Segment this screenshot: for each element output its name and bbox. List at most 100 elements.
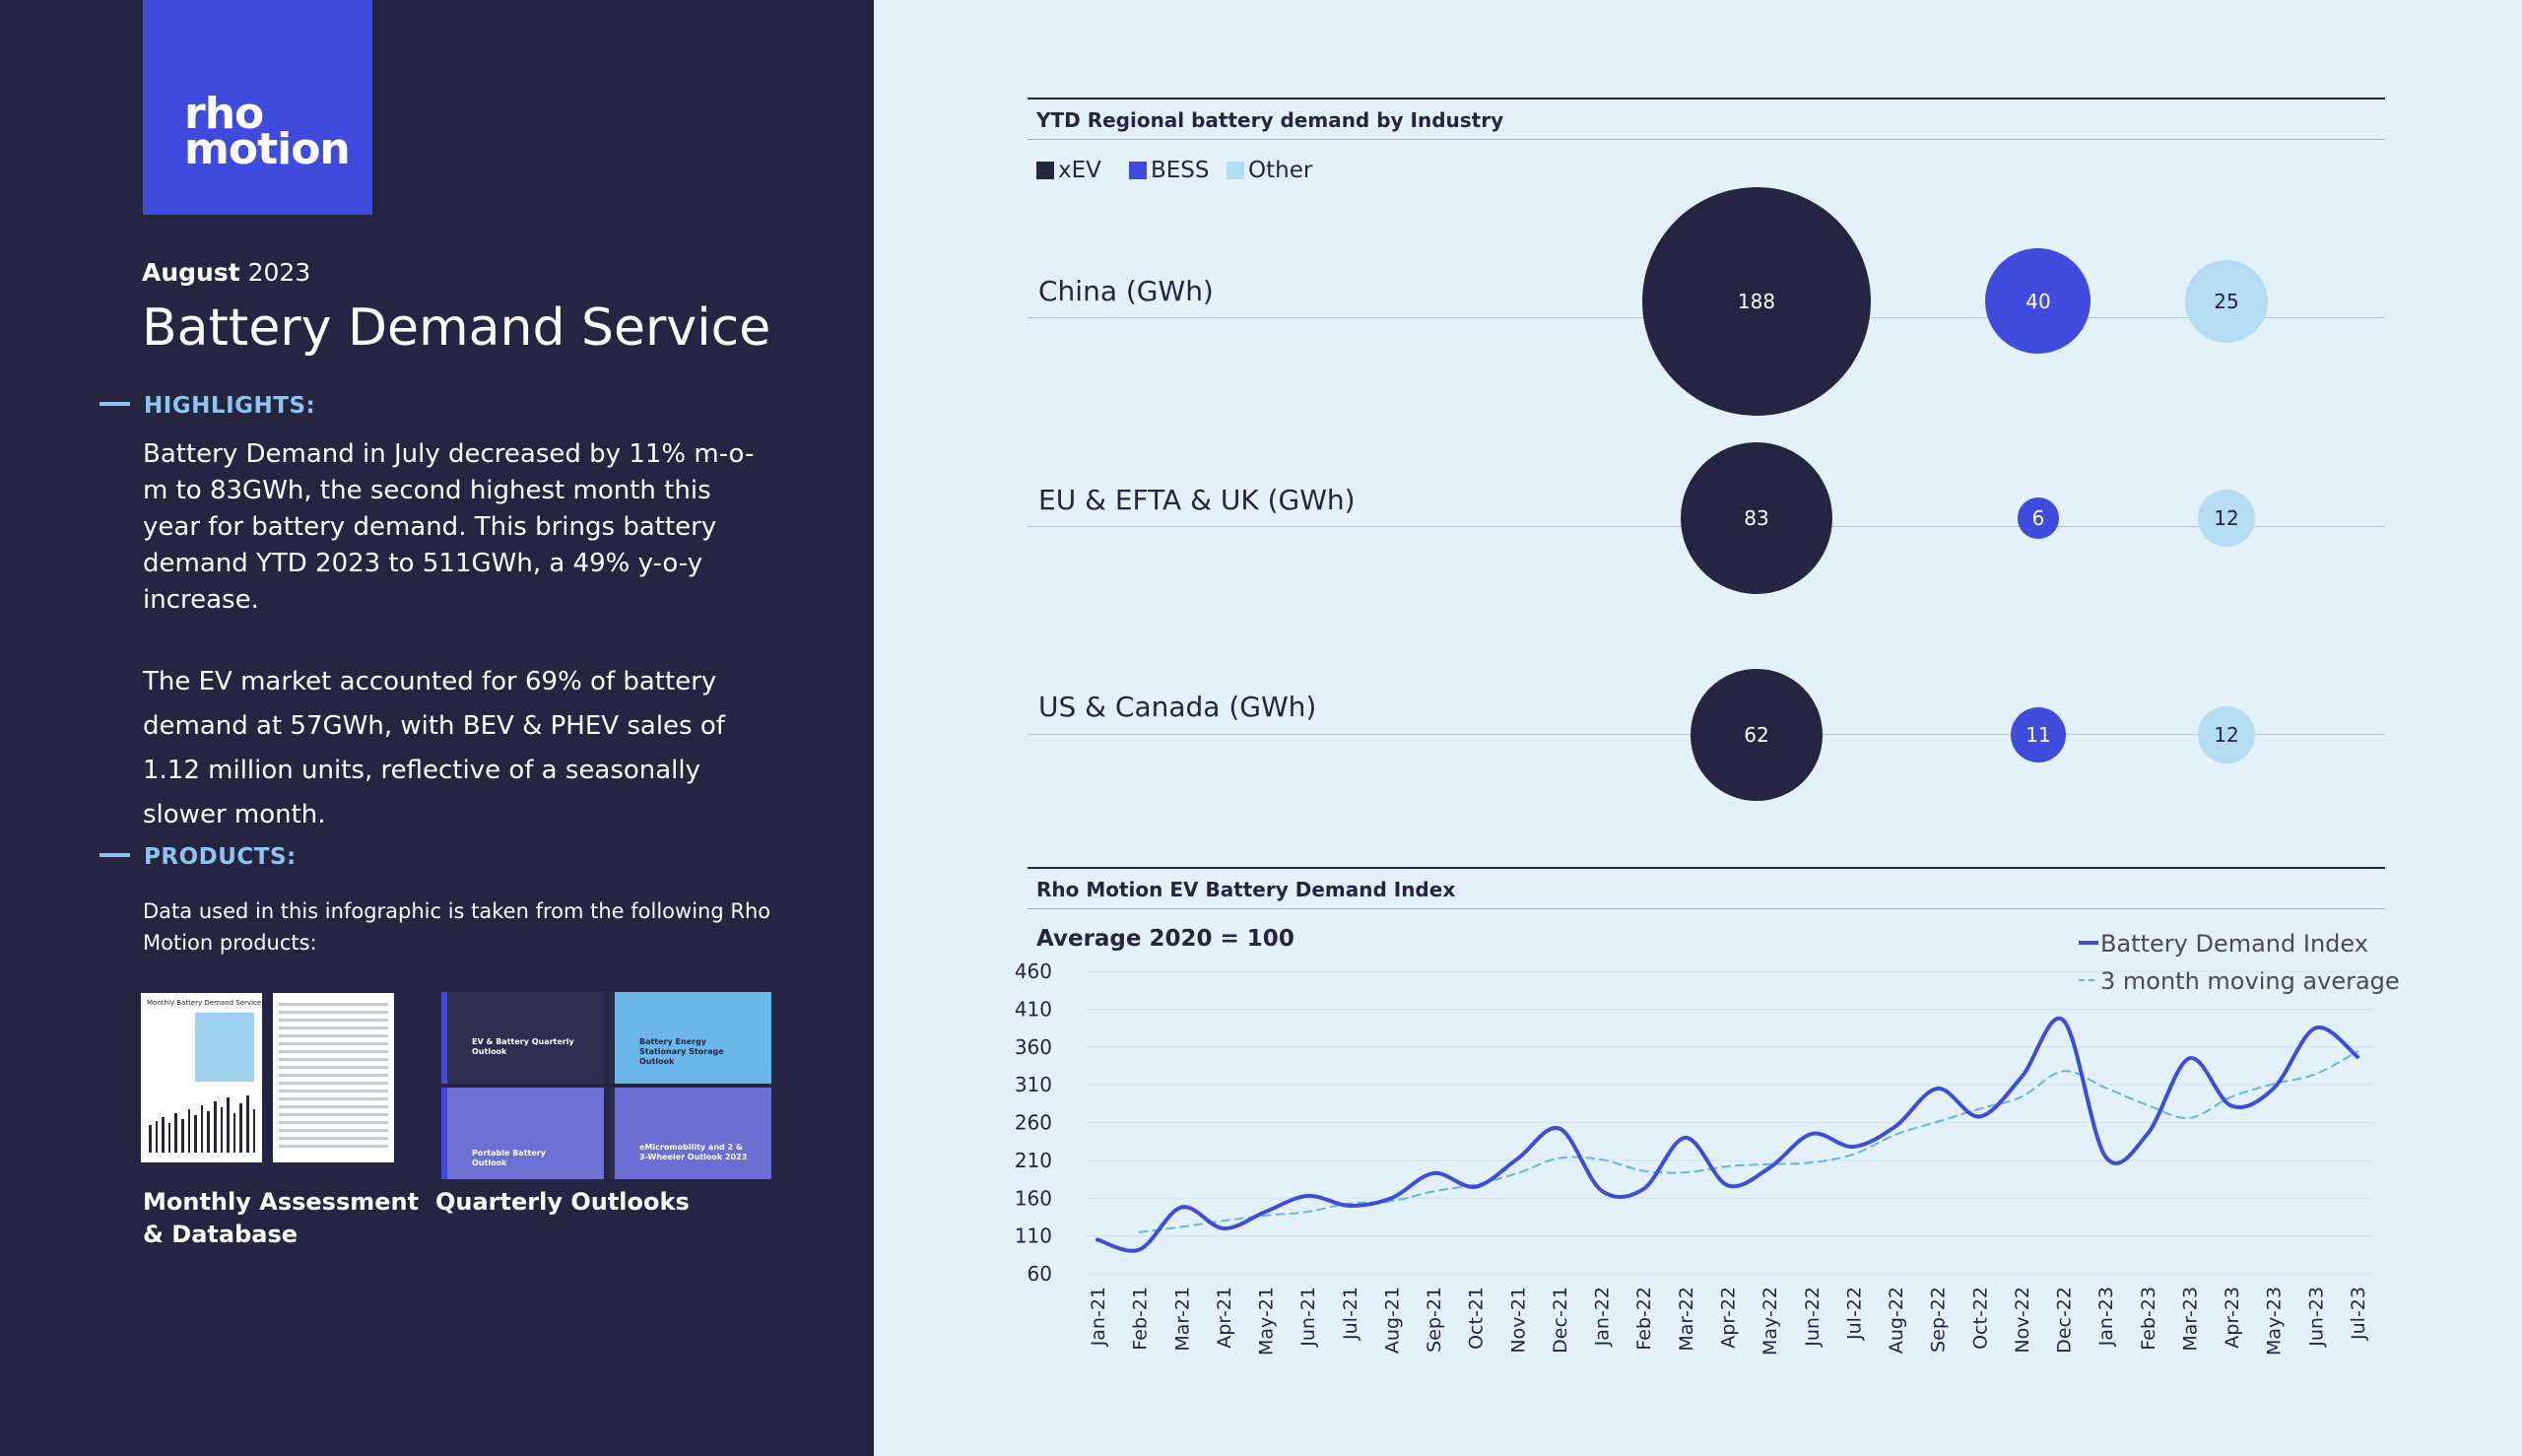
x-tick-label: Sep-21 <box>1424 1287 1445 1353</box>
legend-battery-demand-index: Battery Demand Index <box>2079 930 2368 958</box>
legend-moving-average: 3 month moving average <box>2079 967 2400 995</box>
quarterly-outlook-thumbnail-bess: Battery Energy Stationary Storage Outloo… <box>609 992 771 1084</box>
bubble-xev-0: 188 <box>1642 187 1871 416</box>
x-tick-label: May-21 <box>1256 1287 1278 1356</box>
highlights-paragraph-2: The EV market accounted for 69% of batte… <box>143 667 725 829</box>
x-tick-label: Jan-22 <box>1592 1287 1614 1347</box>
x-tick-label: Dec-21 <box>1550 1287 1571 1354</box>
left-panel: rho motion August 2023 Battery Demand Se… <box>0 0 874 1456</box>
x-tick-label: Oct-22 <box>1969 1287 1991 1350</box>
thumb-ma-highlight <box>195 1013 254 1082</box>
region-label-eu: EU & EFTA & UK (GWh) <box>1038 484 1356 516</box>
bubble-other-2: 12 <box>2197 705 2256 764</box>
x-tick-label: Apr-22 <box>1718 1287 1740 1349</box>
y-tick-label: 310 <box>1015 1073 1052 1096</box>
x-tick-label: Jul-23 <box>2348 1287 2369 1341</box>
bubble-chart-title: YTD Regional battery demand by Industry <box>1036 108 1504 132</box>
line-chart-title-rule <box>1028 908 2385 909</box>
y-tick-label: 160 <box>1015 1186 1052 1210</box>
page-title: Battery Demand Service <box>142 298 771 358</box>
bubble-other-0: 25 <box>2184 259 2269 344</box>
y-tick-label: 210 <box>1015 1149 1052 1172</box>
line-chart-top-rule <box>1028 867 2385 869</box>
region-label-china: China (GWh) <box>1038 275 1214 307</box>
caption-quarterly-outlooks: Quarterly Outlooks <box>435 1188 690 1216</box>
y-tick-label: 110 <box>1015 1224 1052 1248</box>
x-tick-label: Jan-21 <box>1088 1287 1109 1347</box>
database-thumbnail <box>273 993 394 1162</box>
bubble-chart-top-rule <box>1028 98 2385 99</box>
quarterly-outlook-thumbnail-portable: Portable Battery Outlook <box>441 1088 604 1179</box>
x-tick-label: Mar-23 <box>2179 1287 2201 1352</box>
legend-bess-label: BESS <box>1151 158 1210 183</box>
y-tick-label: 360 <box>1015 1035 1052 1059</box>
x-tick-label: Oct-21 <box>1466 1287 1488 1350</box>
quarterly-outlook-thumbnail-ev: EV & Battery Quarterly Outlook <box>441 992 604 1084</box>
line-chart-subtitle: Average 2020 = 100 <box>1036 926 1294 952</box>
legend-other: Other <box>1227 158 1312 183</box>
bubble-bess-2: 11 <box>2010 706 2067 763</box>
x-tick-label: May-22 <box>1759 1287 1781 1356</box>
region-label-us: US & Canada (GWh) <box>1038 691 1317 723</box>
legend-bess: BESS <box>1129 158 1210 183</box>
x-tick-label: May-23 <box>2264 1287 2286 1356</box>
x-tick-label: Dec-22 <box>2054 1287 2076 1354</box>
x-tick-label: Apr-21 <box>1214 1287 1235 1349</box>
highlights-paragraph-1: Battery Demand in July decreased by 11% … <box>143 439 755 615</box>
x-tick-label: Feb-22 <box>1633 1287 1655 1351</box>
bubble-bess-1: 6 <box>2018 497 2059 539</box>
x-tick-label: Aug-22 <box>1886 1287 1907 1354</box>
line-chart-svg: 60 110 160 210 260 310 360 410 460 Jan-21 Feb-21 Ma… <box>1015 960 2374 1356</box>
bubble-xev-2: 62 <box>1691 669 1823 801</box>
legend-ma-label: 3 month moving average <box>2100 967 2400 995</box>
quarterly-outlook-thumbnail-micromobility: eMicromobility and 2 & 3-Wheeler Outlook… <box>609 1088 771 1179</box>
x-tick-label: Jun-22 <box>1802 1287 1824 1348</box>
bubble-other-1: 12 <box>2197 489 2256 548</box>
legend-other-swatch <box>1227 162 1244 179</box>
x-tick-label: Jan-23 <box>2095 1287 2117 1347</box>
legend-bdi-label: Battery Demand Index <box>2100 930 2368 958</box>
highlights-heading-label: HIGHLIGHTS: <box>144 393 316 419</box>
products-intro: Data used in this infographic is taken f… <box>143 899 771 955</box>
legend-solid-marker <box>2079 941 2098 945</box>
thumb-q2-title: Battery Energy Stationary Storage Outloo… <box>639 1037 724 1066</box>
legend-xev-swatch <box>1036 162 1054 179</box>
legend-xev: xEV <box>1036 158 1101 183</box>
date-year: 2023 <box>247 258 311 287</box>
legend-dashed-marker <box>2079 979 2098 981</box>
thumb-q4-title: eMicromobility and 2 & 3-Wheeler Outlook… <box>639 1143 748 1161</box>
x-tick-label: Jul-22 <box>1843 1287 1865 1341</box>
bubble-chart-title-rule <box>1028 139 2385 140</box>
x-tick-label: Sep-22 <box>1928 1287 1950 1353</box>
x-tick-label: Aug-21 <box>1381 1287 1403 1354</box>
y-tick-label: 60 <box>1028 1262 1052 1286</box>
x-tick-label: Feb-21 <box>1130 1287 1152 1351</box>
thumb-ma-title: Monthly Battery Demand Service <box>147 999 262 1007</box>
dash-icon <box>100 401 130 406</box>
legend-bess-swatch <box>1129 162 1147 179</box>
bubble-xev-1: 83 <box>1680 441 1833 595</box>
x-tick-label: Nov-22 <box>2012 1287 2033 1354</box>
thumb-ma-bars <box>149 1093 256 1153</box>
date-month: August <box>142 258 240 287</box>
thumb-q1-title: EV & Battery Quarterly Outlook <box>472 1037 574 1056</box>
highlights-heading: HIGHLIGHTS: <box>100 393 315 419</box>
line-chart-title: Rho Motion EV Battery Demand Index <box>1036 878 1456 901</box>
y-tick-label: 460 <box>1015 960 1052 983</box>
x-tick-label: Feb-23 <box>2138 1287 2159 1351</box>
x-tick-label: Apr-23 <box>2222 1287 2243 1349</box>
report-date: August 2023 <box>142 258 310 287</box>
y-tick-label: 260 <box>1015 1111 1052 1135</box>
x-tick-label: Mar-21 <box>1171 1287 1193 1352</box>
x-tick-label: Jun-23 <box>2305 1287 2327 1348</box>
products-heading-label: PRODUCTS: <box>144 844 297 870</box>
thumb-q3-title: Portable Battery Outlook <box>472 1149 546 1167</box>
x-tick-label: Jun-21 <box>1297 1287 1319 1348</box>
legend-other-label: Other <box>1248 158 1313 183</box>
y-tick-label: 410 <box>1015 997 1052 1021</box>
x-tick-label: Jul-21 <box>1340 1287 1361 1341</box>
x-tick-label: Nov-21 <box>1507 1287 1529 1354</box>
series-battery-demand-index-line <box>1095 1016 2359 1253</box>
legend-xev-label: xEV <box>1058 158 1101 183</box>
products-heading: PRODUCTS: <box>100 844 297 870</box>
